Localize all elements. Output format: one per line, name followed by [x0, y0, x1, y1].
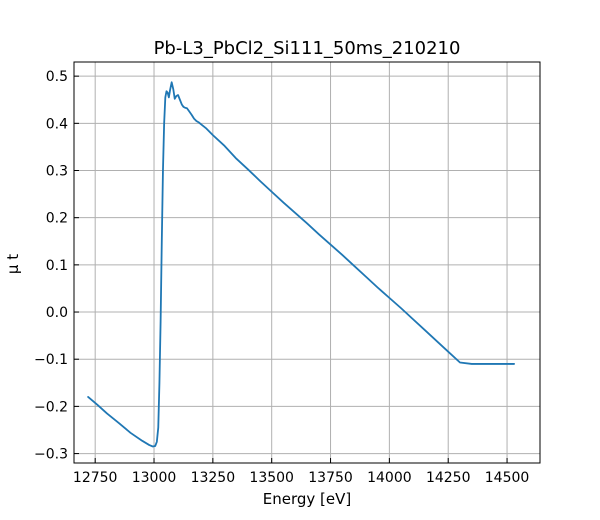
- x-tick-label: 13000: [132, 470, 177, 486]
- y-tick-label: −0.3: [34, 447, 68, 463]
- plot-frame: [73, 61, 541, 464]
- x-tick-label: 14000: [367, 470, 412, 486]
- x-tick-label: 13500: [249, 470, 294, 486]
- x-tick-label: 13250: [191, 470, 236, 486]
- y-tick-label: 0.1: [46, 258, 68, 274]
- x-tick-label: 14250: [426, 470, 471, 486]
- chart-title: Pb-L3_PbCl2_Si111_50ms_210210: [154, 38, 461, 59]
- y-tick-label: −0.2: [34, 399, 68, 415]
- y-axis: −0.3 −0.2 −0.1 0.0 0.1 0.2 0.3 0.4 0.5: [34, 69, 79, 463]
- y-tick-label: 0.0: [46, 305, 68, 321]
- y-tick-label: 0.3: [46, 164, 68, 180]
- series-group: [87, 81, 516, 448]
- x-axis: 12750 13000 13250 13500 13750 14000 14250 14500: [73, 458, 529, 486]
- y-tick-label: 0.4: [46, 116, 68, 132]
- x-tick-label: 13750: [308, 470, 353, 486]
- grid-lines: [74, 62, 540, 463]
- y-tick-label: 0.5: [46, 69, 68, 85]
- series-line-0: [87, 81, 516, 448]
- y-axis-label: μ t: [4, 254, 22, 274]
- x-axis-label: Energy [eV]: [263, 490, 351, 508]
- y-tick-label: 0.2: [46, 211, 68, 227]
- x-tick-label: 12750: [73, 470, 118, 486]
- x-tick-label: 14500: [485, 470, 530, 486]
- y-tick-label: −0.1: [34, 352, 68, 368]
